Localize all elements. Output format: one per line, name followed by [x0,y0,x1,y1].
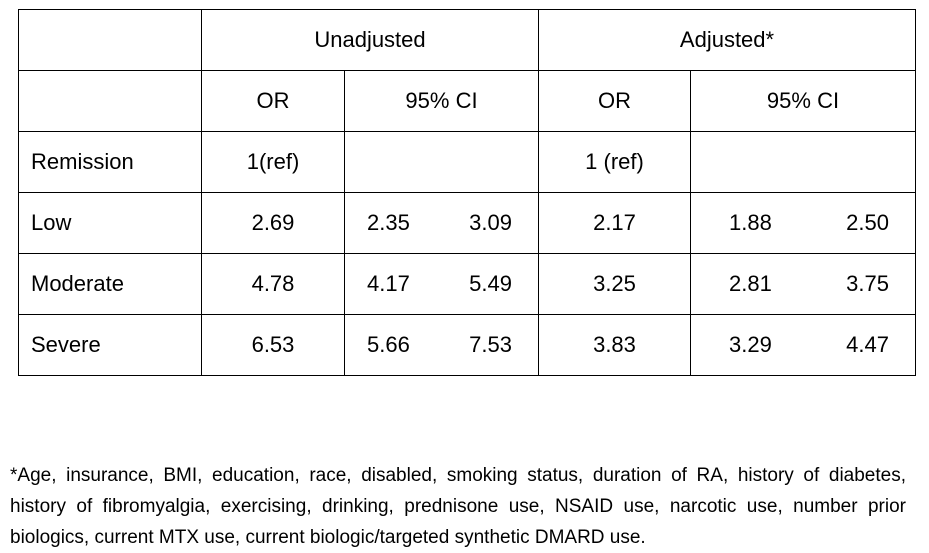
unadjusted-ci-low: 5.66 [367,332,410,357]
adjusted-ci-cell: 1.88 2.50 [690,192,916,254]
unadjusted-or-value: 1(ref) [201,131,345,193]
empty-corner-cell [18,9,202,71]
adjustment-footnote: *Age, insurance, BMI, education, race, d… [10,465,906,548]
table-row-remission: Remission 1(ref) 1 (ref) [18,131,916,193]
table-row-moderate: Moderate 4.78 4.17 5.49 3.25 2.81 3.75 [18,253,916,315]
unadjusted-ci-cell: 4.17 5.49 [344,253,539,315]
adjusted-ci-low: 1.88 [729,210,772,235]
adjusted-ci-cell: 3.29 4.47 [690,314,916,376]
row-label: Moderate [18,253,202,315]
unadjusted-ci-high: 5.49 [469,271,512,296]
unadjusted-or-value: 6.53 [201,314,345,376]
adjusted-ci-high: 3.75 [846,271,889,296]
unadjusted-ci-cell: 2.35 3.09 [344,192,539,254]
unadjusted-ci-low: 4.17 [367,271,410,296]
adjusted-ci-low: 2.81 [729,271,772,296]
odds-ratio-table: Unadjusted Adjusted* OR 95% CI OR 95% CI… [18,9,916,376]
unadjusted-or-value: 4.78 [201,253,345,315]
adjusted-ci-high: 2.50 [846,210,889,235]
unadjusted-ci-high: 3.09 [469,210,512,235]
sub-header-row: OR 95% CI OR 95% CI [18,70,916,132]
unadjusted-ci-cell: 5.66 7.53 [344,314,539,376]
empty-label-cell [18,70,202,132]
adjusted-or-value: 1 (ref) [538,131,691,193]
unadjusted-header: Unadjusted [201,9,539,71]
adjusted-or-header: OR [538,70,691,132]
unadjusted-or-header: OR [201,70,345,132]
adjusted-header: Adjusted* [538,9,916,71]
adjusted-or-value: 3.83 [538,314,691,376]
table-row-low: Low 2.69 2.35 3.09 2.17 1.88 2.50 [18,192,916,254]
adjusted-ci-high: 4.47 [846,332,889,357]
adjusted-or-value: 3.25 [538,253,691,315]
unadjusted-ci-high: 7.53 [469,332,512,357]
unadjusted-ci-header: 95% CI [344,70,539,132]
row-label: Severe [18,314,202,376]
adjusted-ci-low: 3.29 [729,332,772,357]
adjusted-ci-header: 95% CI [690,70,916,132]
unadjusted-ci-low: 2.35 [367,210,410,235]
unadjusted-ci-cell [344,131,539,193]
table-row-severe: Severe 6.53 5.66 7.53 3.83 3.29 4.47 [18,314,916,376]
adjusted-ci-cell [690,131,916,193]
adjusted-or-value: 2.17 [538,192,691,254]
row-label: Remission [18,131,202,193]
row-label: Low [18,192,202,254]
unadjusted-or-value: 2.69 [201,192,345,254]
adjusted-ci-cell: 2.81 3.75 [690,253,916,315]
group-header-row: Unadjusted Adjusted* [18,9,916,71]
